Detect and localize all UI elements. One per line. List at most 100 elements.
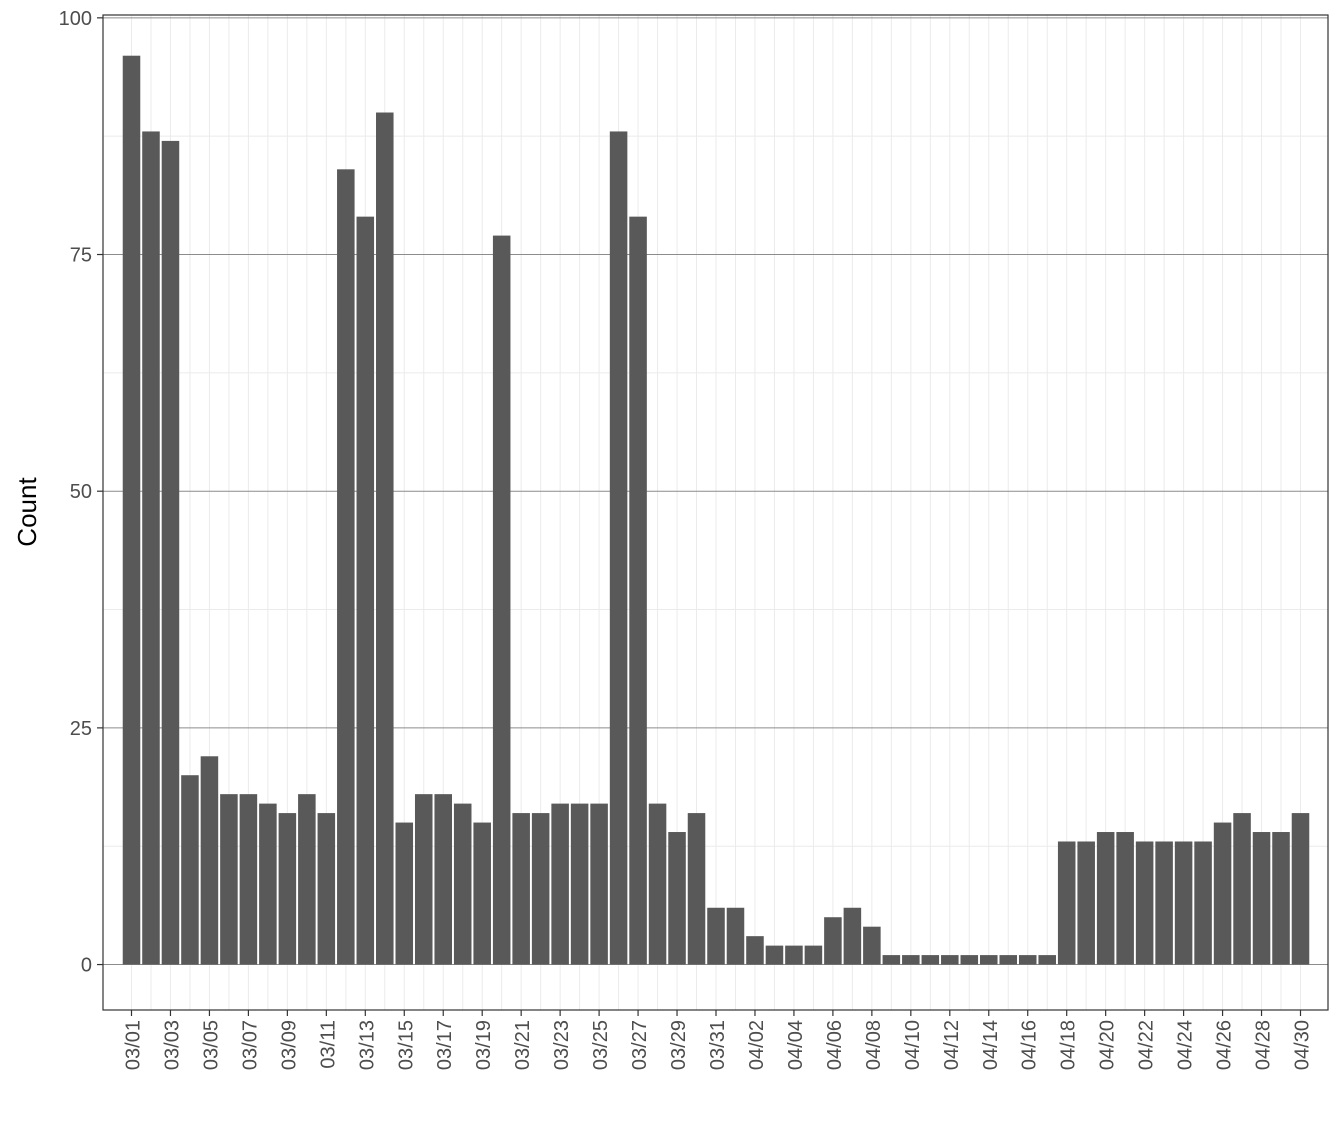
bar-03-06: [220, 794, 238, 965]
bar-04-17: [1038, 955, 1056, 965]
x-tick-label: 04/20: [1097, 1020, 1119, 1070]
x-tick-label: 04/22: [1136, 1020, 1158, 1070]
bar-03-07: [239, 794, 258, 965]
x-tick-label: 04/10: [902, 1020, 924, 1070]
y-tick-label: 25: [70, 718, 92, 740]
y-tick-label: 50: [70, 481, 92, 503]
bar-03-24: [570, 803, 589, 965]
x-tick-label: 04/28: [1253, 1020, 1275, 1070]
x-tick-label: 04/14: [980, 1020, 1002, 1070]
bar-04-21: [1116, 832, 1134, 965]
bar-03-15: [395, 822, 414, 965]
bar-03-14: [376, 112, 394, 965]
bar-03-23: [551, 803, 569, 965]
bar-04-12: [941, 955, 959, 965]
x-tick-label: 03/05: [200, 1020, 222, 1070]
bar-04-16: [1018, 955, 1037, 965]
bar-03-08: [259, 803, 277, 965]
bar-03-26: [609, 131, 628, 965]
bar-03-05: [200, 756, 219, 965]
bar-04-09: [882, 955, 901, 965]
bar-04-23: [1155, 841, 1173, 965]
bar-03-27: [629, 216, 647, 965]
x-tick-label: 04/24: [1175, 1020, 1197, 1070]
bar-04-01: [726, 907, 745, 965]
y-tick-label: 75: [70, 245, 92, 267]
bar-04-30: [1291, 813, 1310, 965]
x-tick-label: 03/07: [239, 1020, 261, 1070]
x-tick-label: 04/12: [941, 1020, 963, 1070]
bar-04-02: [746, 936, 764, 965]
bar-03-17: [434, 794, 453, 965]
x-tick-label: 04/02: [746, 1020, 768, 1070]
y-axis-title: Count: [12, 477, 42, 547]
bar-04-10: [902, 955, 920, 965]
bar-03-21: [512, 813, 530, 965]
y-axis: 0 25 50 75 100: [59, 8, 103, 977]
x-tick-label: 04/08: [863, 1020, 885, 1070]
bar-03-20: [492, 235, 511, 965]
x-tick-label: 04/06: [824, 1020, 846, 1070]
bar-03-28: [648, 803, 667, 965]
bar-03-11: [317, 813, 336, 965]
x-tick-label: 04/16: [1019, 1020, 1041, 1070]
bar-03-09: [278, 813, 297, 965]
x-tick-label: 03/31: [707, 1020, 729, 1070]
bar-03-13: [356, 216, 375, 965]
x-tick-label: 03/13: [356, 1020, 378, 1070]
bar-04-03: [765, 945, 784, 965]
bar-04-27: [1233, 813, 1251, 965]
bar-03-02: [142, 131, 160, 965]
x-tick-label: 03/27: [629, 1020, 651, 1070]
bar-04-28: [1252, 832, 1271, 965]
x-tick-label: 03/01: [123, 1020, 145, 1070]
bar-04-07: [843, 907, 862, 965]
bar-03-25: [590, 803, 608, 965]
bar-04-20: [1096, 832, 1115, 965]
bar-03-16: [414, 794, 433, 965]
bar-03-29: [668, 832, 686, 965]
bar-04-25: [1194, 841, 1212, 965]
y-tick-label: 100: [59, 8, 92, 30]
bar-04-29: [1272, 832, 1290, 965]
bar-03-03: [161, 140, 180, 965]
bar-04-19: [1077, 841, 1095, 965]
x-tick-label: 03/09: [278, 1020, 300, 1070]
x-tick-label: 03/17: [434, 1020, 456, 1070]
bar-04-05: [804, 945, 823, 965]
bar-04-24: [1174, 841, 1193, 965]
bar-04-08: [863, 926, 881, 965]
bar-03-10: [298, 794, 316, 965]
x-tick-label: 04/30: [1292, 1020, 1314, 1070]
bar-04-15: [999, 955, 1018, 965]
x-tick-label: 03/11: [317, 1020, 339, 1069]
bar-03-12: [337, 169, 355, 965]
x-tick-label: 04/04: [785, 1020, 807, 1070]
x-tick-label: 03/25: [590, 1020, 612, 1070]
x-tick-label: 04/18: [1058, 1020, 1080, 1070]
x-tick-label: 03/21: [512, 1020, 534, 1070]
bar-04-18: [1057, 841, 1076, 965]
y-tick-label: 0: [81, 955, 92, 977]
bar-04-11: [921, 955, 940, 965]
x-tick-label: 03/03: [161, 1020, 183, 1070]
bar-03-19: [473, 822, 491, 965]
x-tick-label: 04/26: [1214, 1020, 1236, 1070]
bar-03-18: [453, 803, 472, 965]
bar-04-04: [785, 945, 803, 965]
bar-03-22: [531, 813, 550, 965]
bar-03-01: [122, 55, 141, 965]
bar-04-14: [979, 955, 998, 965]
x-tick-label: 03/23: [551, 1020, 573, 1070]
bars: [122, 55, 1310, 965]
bar-03-31: [707, 907, 725, 965]
x-tick-label: 03/19: [473, 1020, 495, 1070]
x-axis: 03/01 03/03 03/05 03/07 03/09 03/11 03/13 03/15…: [123, 1010, 1314, 1070]
x-tick-label: 03/15: [395, 1020, 417, 1070]
bar-04-13: [960, 955, 979, 965]
bar-04-22: [1135, 841, 1154, 965]
bar-04-26: [1213, 822, 1232, 965]
bar-04-06: [824, 917, 842, 965]
